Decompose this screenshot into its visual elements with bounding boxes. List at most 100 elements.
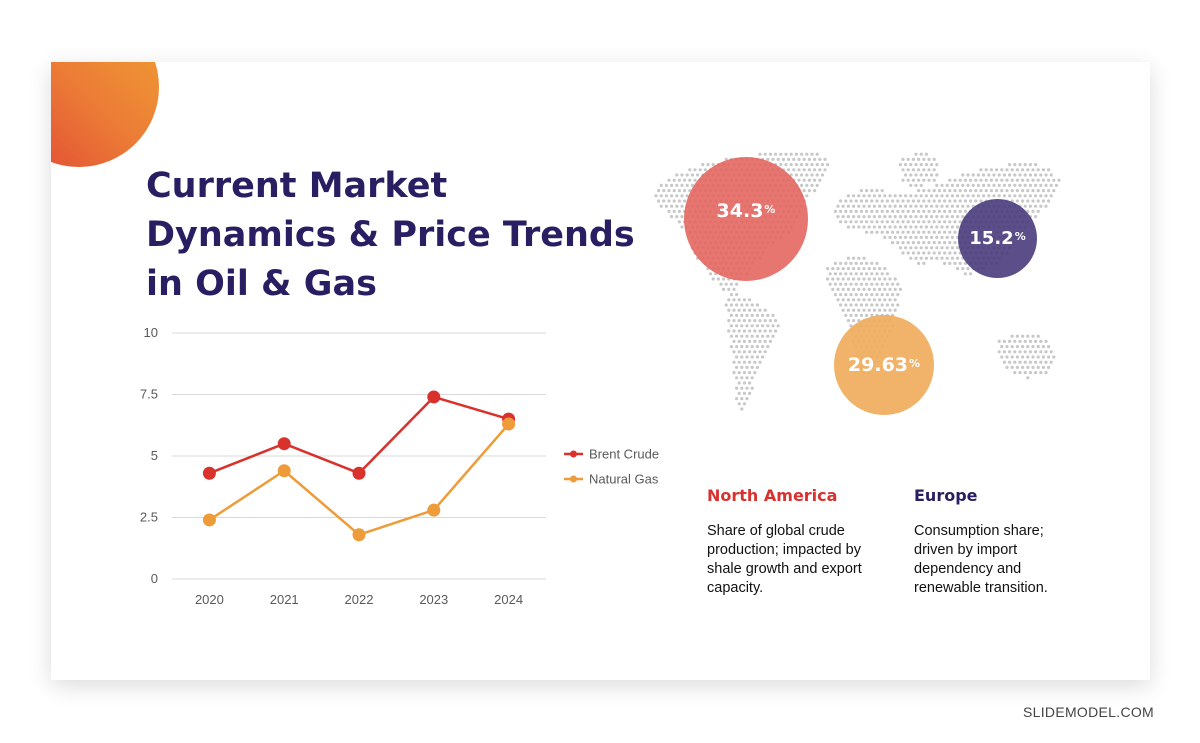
map-dot bbox=[745, 334, 749, 338]
map-dot bbox=[852, 215, 856, 219]
map-dot bbox=[748, 298, 752, 302]
map-dot bbox=[995, 168, 999, 172]
map-dot bbox=[859, 293, 863, 297]
map-dot bbox=[969, 178, 973, 182]
map-dot bbox=[737, 402, 741, 406]
map-dot bbox=[930, 256, 934, 260]
map-dot bbox=[945, 235, 949, 239]
map-dot bbox=[883, 215, 887, 219]
map-dot bbox=[735, 345, 739, 349]
map-dot bbox=[771, 313, 775, 317]
map-dot bbox=[735, 355, 739, 359]
map-dot bbox=[1002, 194, 1006, 198]
map-dot bbox=[924, 194, 928, 198]
map-dot bbox=[667, 178, 671, 182]
map-dot bbox=[888, 194, 892, 198]
map-dot bbox=[911, 251, 915, 255]
map-dot bbox=[891, 241, 895, 245]
map-dot bbox=[943, 241, 947, 245]
map-dot bbox=[680, 204, 684, 208]
map-dot bbox=[852, 194, 856, 198]
map-dot bbox=[1057, 178, 1061, 182]
map-dot bbox=[677, 178, 681, 182]
data-point-natural-gas bbox=[202, 513, 216, 527]
map-dot bbox=[935, 194, 939, 198]
map-dot bbox=[969, 199, 973, 203]
map-dot bbox=[813, 178, 817, 182]
map-dot bbox=[857, 277, 861, 281]
map-dot bbox=[672, 178, 676, 182]
map-dot bbox=[966, 194, 970, 198]
map-dot bbox=[849, 293, 853, 297]
map-dot bbox=[693, 168, 697, 172]
map-dot bbox=[844, 272, 848, 276]
map-dot bbox=[755, 365, 759, 369]
map-dot bbox=[917, 241, 921, 245]
map-dot bbox=[953, 251, 957, 255]
map-dot bbox=[919, 246, 923, 250]
map-dot bbox=[774, 319, 778, 323]
map-dot bbox=[1039, 371, 1043, 375]
y-tick-label: 0 bbox=[151, 571, 158, 586]
map-dot bbox=[969, 272, 973, 276]
map-dot bbox=[1008, 173, 1012, 177]
map-dot bbox=[880, 199, 884, 203]
map-dot bbox=[875, 220, 879, 224]
map-dot bbox=[1018, 173, 1022, 177]
map-dot bbox=[792, 157, 796, 161]
map-dot bbox=[1036, 209, 1040, 213]
map-dot bbox=[1023, 350, 1027, 354]
map-dot bbox=[844, 282, 848, 286]
map-dot bbox=[943, 251, 947, 255]
map-dot bbox=[688, 168, 692, 172]
map-dot bbox=[943, 199, 947, 203]
map-dot bbox=[924, 163, 928, 167]
map-dot bbox=[1005, 355, 1009, 359]
map-dot bbox=[904, 235, 908, 239]
map-dot bbox=[898, 204, 902, 208]
map-dot bbox=[657, 199, 661, 203]
map-dot bbox=[875, 272, 879, 276]
map-dot bbox=[1041, 355, 1045, 359]
map-dot bbox=[932, 251, 936, 255]
map-dot bbox=[779, 163, 783, 167]
map-dot bbox=[735, 376, 739, 380]
map-dot bbox=[896, 220, 900, 224]
map-dot bbox=[1049, 173, 1053, 177]
map-dot bbox=[800, 183, 804, 187]
map-dot bbox=[670, 194, 674, 198]
map-dot bbox=[961, 267, 965, 271]
map-dot bbox=[1036, 355, 1040, 359]
map-dot bbox=[922, 230, 926, 234]
map-dot bbox=[857, 194, 861, 198]
map-dot bbox=[1034, 339, 1038, 343]
map-dot bbox=[872, 298, 876, 302]
map-dot bbox=[1039, 183, 1043, 187]
map-dot bbox=[896, 230, 900, 234]
map-dot bbox=[1005, 178, 1009, 182]
bubble-europe: 15.2% bbox=[958, 199, 1037, 278]
map-dot bbox=[940, 225, 944, 229]
map-dot bbox=[742, 391, 746, 395]
map-dot bbox=[1026, 189, 1030, 193]
map-dot bbox=[748, 360, 752, 364]
map-dot bbox=[683, 178, 687, 182]
map-dot bbox=[748, 391, 752, 395]
map-dot bbox=[914, 204, 918, 208]
map-dot bbox=[917, 168, 921, 172]
map-dot bbox=[974, 189, 978, 193]
map-dot bbox=[748, 329, 752, 333]
map-dot bbox=[1036, 334, 1040, 338]
map-dot bbox=[862, 194, 866, 198]
map-dot bbox=[950, 246, 954, 250]
map-dot bbox=[1015, 334, 1019, 338]
map-dot bbox=[839, 199, 843, 203]
map-dot bbox=[888, 277, 892, 281]
map-dot bbox=[1049, 183, 1053, 187]
map-dot bbox=[904, 204, 908, 208]
map-dot bbox=[735, 365, 739, 369]
map-dot bbox=[854, 209, 858, 213]
map-dot bbox=[859, 282, 863, 286]
map-dot bbox=[904, 225, 908, 229]
map-dot bbox=[664, 194, 668, 198]
